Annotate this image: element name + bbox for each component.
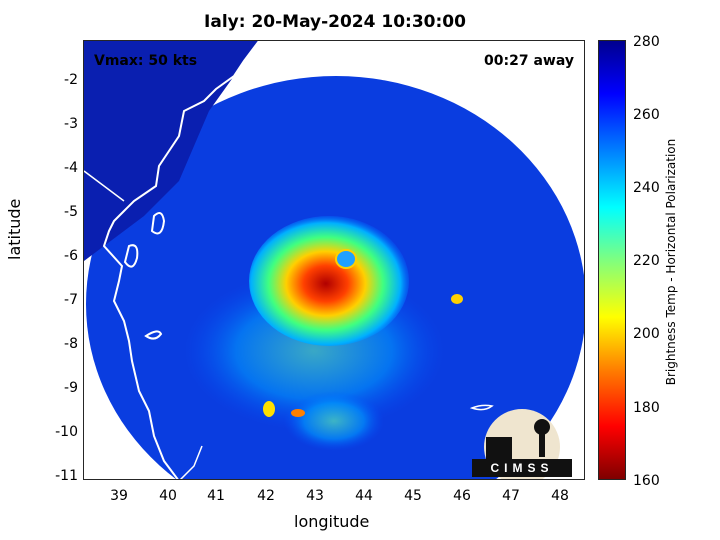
colorbar-tick-label: 180 bbox=[633, 400, 660, 416]
x-tick-label: 46 bbox=[453, 488, 471, 504]
x-tick-label: 39 bbox=[110, 488, 128, 504]
x-tick-label: 44 bbox=[355, 488, 373, 504]
y-tick-label: -9 bbox=[64, 380, 78, 396]
y-tick-label: -8 bbox=[64, 336, 78, 352]
island-outline bbox=[144, 330, 163, 340]
convective-cell bbox=[291, 409, 305, 417]
x-tick-label: 47 bbox=[502, 488, 520, 504]
colorbar-tick-label: 240 bbox=[633, 180, 660, 196]
y-tick-label: -7 bbox=[64, 292, 78, 308]
y-tick-label: -3 bbox=[64, 116, 78, 132]
microwave-swath-map bbox=[84, 41, 584, 479]
x-tick-label: 42 bbox=[257, 488, 275, 504]
convective-cell bbox=[263, 401, 275, 417]
x-tick-label: 43 bbox=[306, 488, 324, 504]
border-line bbox=[179, 445, 203, 479]
cimss-logo: CIMSS bbox=[472, 409, 572, 479]
island-outline bbox=[150, 211, 166, 235]
colorbar-label: Brightness Temp - Horizontal Polarizatio… bbox=[664, 138, 678, 386]
colorbar-tick-label: 200 bbox=[633, 326, 660, 342]
y-tick-label: -2 bbox=[64, 72, 78, 88]
cimss-logo-text: CIMSS bbox=[472, 459, 572, 477]
x-tick-label: 48 bbox=[551, 488, 569, 504]
time-away-label: 00:27 away bbox=[484, 53, 574, 69]
border-line bbox=[84, 170, 125, 202]
convective-cell bbox=[451, 294, 463, 304]
colorbar bbox=[598, 40, 626, 480]
storm-core bbox=[249, 216, 409, 346]
x-tick-label: 41 bbox=[207, 488, 225, 504]
island-outline bbox=[123, 244, 139, 268]
y-tick-label: -10 bbox=[55, 424, 78, 440]
colorbar-tick-label: 260 bbox=[633, 107, 660, 123]
x-tick-label: 45 bbox=[404, 488, 422, 504]
x-tick-label: 40 bbox=[159, 488, 177, 504]
storm-eye bbox=[335, 249, 357, 269]
x-axis-label: longitude bbox=[294, 512, 370, 531]
colorbar-tick-label: 280 bbox=[633, 34, 660, 50]
coastline bbox=[102, 41, 260, 479]
y-tick-label: -5 bbox=[64, 204, 78, 220]
y-tick-label: -11 bbox=[55, 468, 78, 484]
y-tick-label: -4 bbox=[64, 160, 78, 176]
y-tick-label: -6 bbox=[64, 248, 78, 264]
island-outline bbox=[469, 404, 494, 411]
colorbar-tick-label: 220 bbox=[633, 253, 660, 269]
colorbar-tick-label: 160 bbox=[633, 473, 660, 489]
vmax-label: Vmax: 50 kts bbox=[94, 53, 198, 69]
map-title: Ialy: 20-May-2024 10:30:00 bbox=[204, 12, 466, 32]
y-axis-label: latitude bbox=[5, 198, 24, 260]
southern-rainband bbox=[284, 391, 384, 451]
map-plot-area[interactable]: Vmax: 50 kts 00:27 away CIMSS bbox=[83, 40, 585, 480]
